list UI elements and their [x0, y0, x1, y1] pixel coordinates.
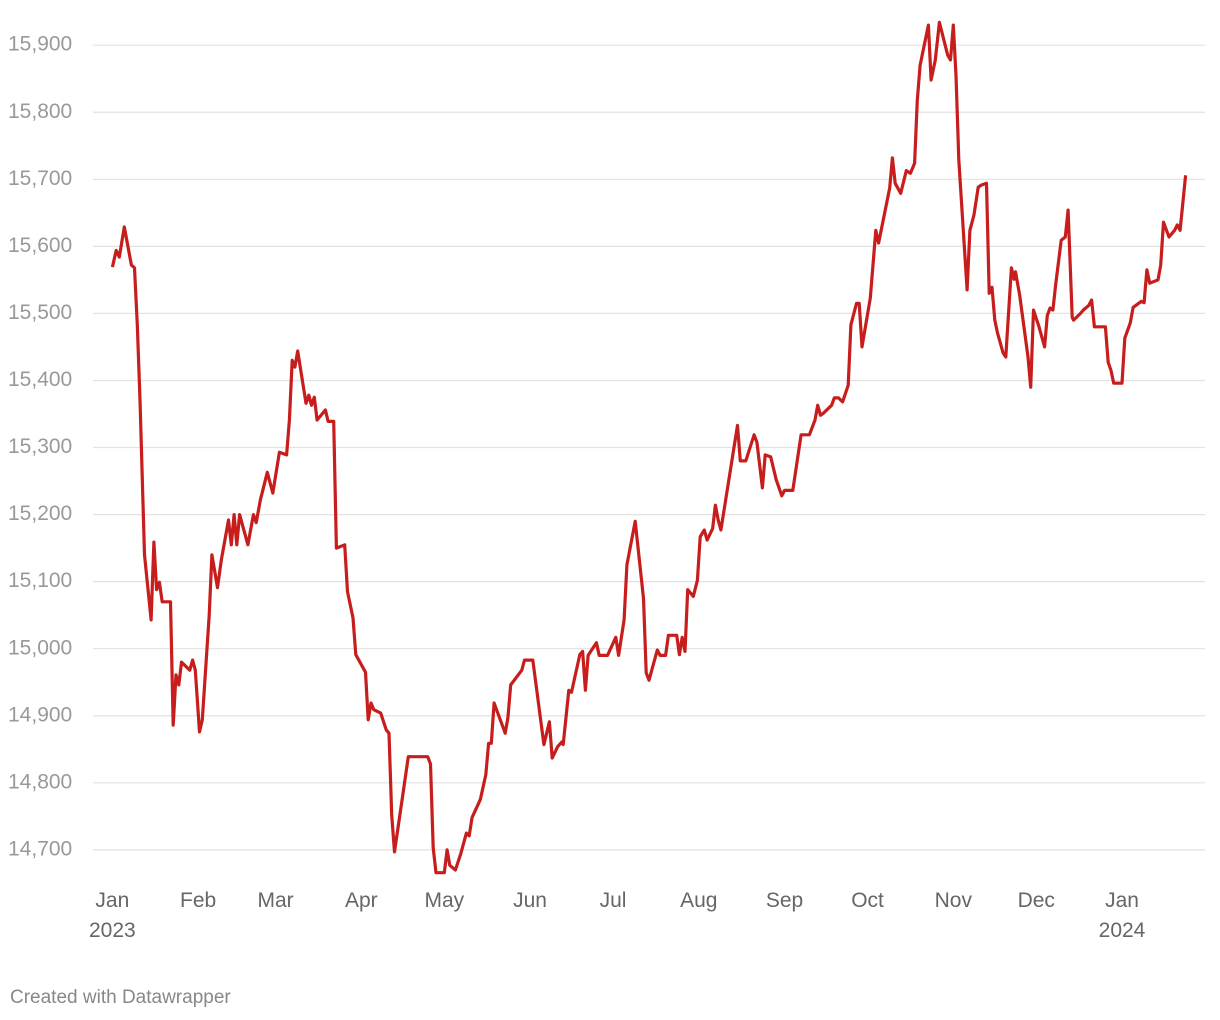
y-tick-label: 14,900 [8, 703, 72, 726]
y-tick-label: 15,700 [8, 167, 72, 190]
x-tick-label: May [424, 889, 464, 912]
y-tick-label: 15,300 [8, 435, 72, 458]
line-series [110, 20, 1188, 875]
x-tick-label: Oct [851, 889, 884, 912]
y-tick-label: 15,200 [8, 502, 72, 525]
y-tick-label: 14,800 [8, 770, 72, 793]
y-tick-label: 15,900 [8, 33, 72, 56]
x-tick-label: Apr [345, 889, 378, 912]
y-tick-label: 15,400 [8, 368, 72, 391]
x-tick-label: Jul [600, 889, 627, 912]
x-tick-label: Sep [766, 889, 803, 912]
x-tick-label: Jan 2024 [1099, 889, 1146, 942]
y-tick-label: 15,000 [8, 636, 72, 659]
x-tick-label: Nov [935, 889, 973, 912]
x-tick-label: Jan 2023 [89, 889, 136, 942]
y-tick-label: 14,700 [8, 837, 72, 860]
y-tick-label: 15,800 [8, 100, 72, 123]
x-tick-label: Mar [257, 889, 293, 912]
y-tick-label: 15,500 [8, 301, 72, 324]
x-tick-label: Feb [180, 889, 216, 912]
x-tick-label: Aug [680, 889, 717, 912]
footer: Created with Datawrapper [10, 987, 231, 1008]
y-tick-label: 15,100 [8, 569, 72, 592]
x-tick-label: Jun [513, 889, 547, 912]
y-tick-label: 15,600 [8, 234, 72, 257]
x-tick-label: Dec [1018, 889, 1055, 912]
